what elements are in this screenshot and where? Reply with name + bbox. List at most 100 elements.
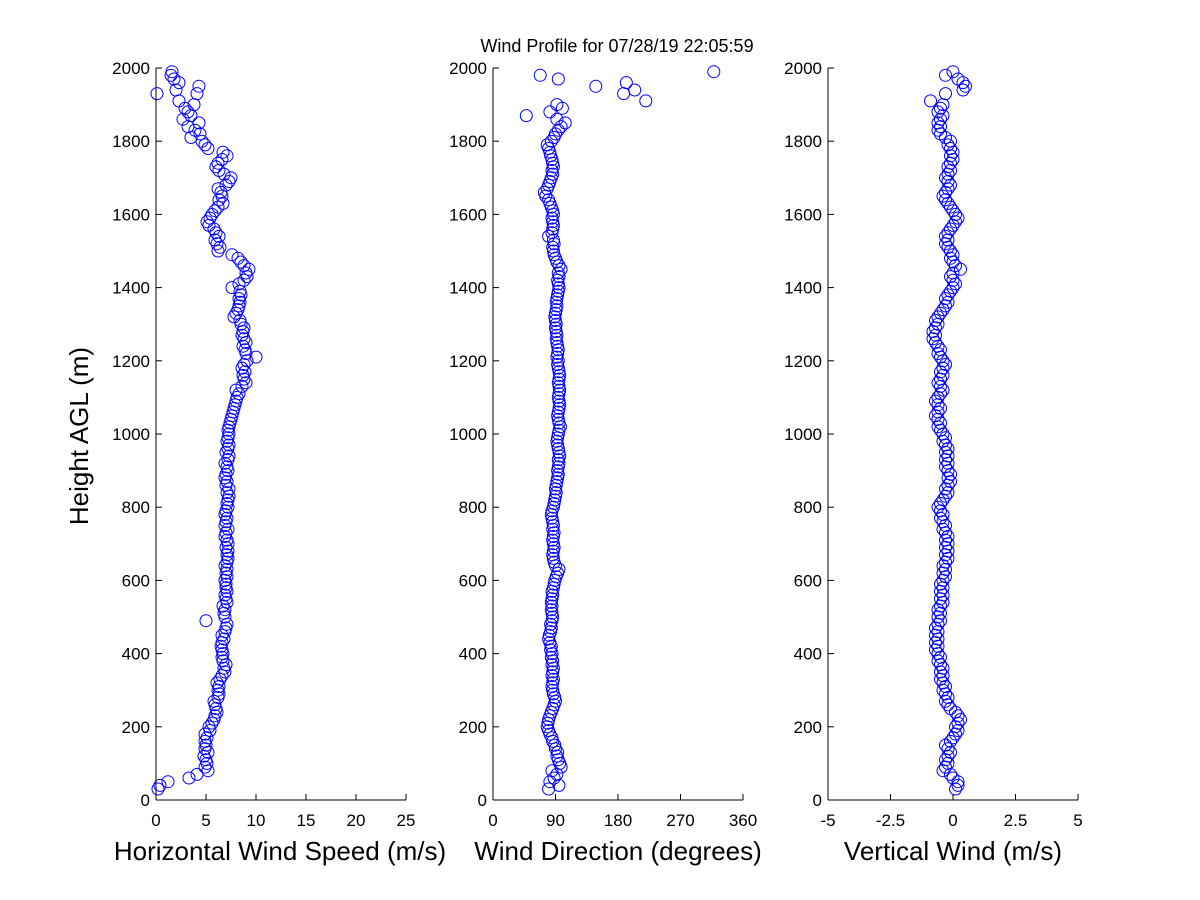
- data-point: [936, 361, 950, 375]
- data-point: [941, 240, 955, 254]
- x-tick-label: 5: [1073, 811, 1082, 830]
- data-point: [939, 526, 952, 540]
- data-point: [225, 281, 239, 295]
- data-point: [931, 617, 945, 631]
- data-point: [939, 68, 952, 82]
- data-point: [190, 767, 204, 781]
- data-point: [939, 687, 952, 701]
- data-point: [197, 749, 211, 763]
- data-point: [707, 65, 721, 79]
- data-point: [941, 449, 955, 463]
- y-tick-label: 400: [794, 645, 822, 664]
- data-point: [227, 310, 241, 324]
- horizontal-wind-speed-axes: 0 200 400 600 800 1000 1200 1400 1600 1800 2000 0 5 1…: [112, 59, 415, 830]
- data-point: [558, 116, 572, 130]
- data-point: [212, 229, 226, 243]
- x-tick-label: 270: [666, 811, 694, 830]
- wind-direction-axes: 0 200 400 600 800 1000 1200 1400 1600 1800 2000 0 90…: [449, 59, 757, 830]
- data-point: [944, 745, 957, 759]
- data-point: [172, 94, 186, 108]
- data-point: [949, 277, 962, 291]
- data-point: [929, 643, 942, 657]
- data-point: [193, 127, 207, 141]
- data-point: [951, 709, 965, 723]
- data-point: [547, 771, 561, 785]
- data-point: [639, 94, 653, 108]
- y-tick-label: 1400: [449, 279, 487, 298]
- y-tick-label: 1000: [449, 425, 487, 444]
- data-point: [931, 647, 945, 661]
- data-point: [936, 189, 950, 203]
- data-point: [217, 661, 231, 675]
- data-point: [188, 123, 202, 137]
- data-point: [939, 570, 952, 584]
- data-point: [931, 123, 945, 137]
- data-point: [926, 332, 940, 346]
- data-point: [545, 731, 559, 745]
- data-point: [939, 555, 952, 569]
- data-point: [192, 79, 206, 93]
- data-point: [222, 438, 236, 452]
- data-point: [944, 734, 957, 748]
- data-point: [210, 237, 224, 251]
- data-point: [220, 562, 234, 576]
- data-point: [210, 676, 224, 690]
- data-point: [219, 526, 233, 540]
- data-point: [936, 588, 950, 602]
- data-point: [234, 255, 248, 269]
- data-point: [934, 350, 947, 364]
- x-tick-label: 0: [151, 811, 160, 830]
- data-point: [198, 760, 212, 774]
- data-point: [550, 112, 564, 126]
- data-point: [215, 628, 229, 642]
- data-point: [931, 500, 945, 514]
- data-point: [554, 262, 568, 276]
- data-point: [551, 745, 565, 759]
- data-point: [540, 138, 554, 152]
- data-point: [924, 94, 937, 108]
- data-point: [236, 368, 250, 382]
- data-point: [931, 610, 945, 624]
- data-point: [941, 233, 955, 247]
- y-tick-label: 1600: [784, 205, 822, 224]
- data-point: [934, 504, 947, 518]
- data-point: [220, 149, 234, 163]
- data-point: [533, 68, 547, 82]
- y-tick-label: 2000: [112, 59, 150, 78]
- data-point: [934, 584, 947, 598]
- data-point: [219, 658, 233, 672]
- data-point: [936, 515, 950, 529]
- vertical-wind-axes: 0 200 400 600 800 1000 1200 1400 1600 1800 2000 -5 -…: [784, 59, 1083, 830]
- vertical-wind-panel: 0 200 400 600 800 1000 1200 1400 1600 1800 2000 -5 -…: [784, 59, 1083, 866]
- data-point: [944, 156, 957, 170]
- y-axis-label: Height AGL (m): [64, 347, 94, 525]
- horizontal-wind-speed-panel: 0 200 400 600 800 1000 1200 1400 1600 1800 2000 0 5 1…: [112, 59, 446, 866]
- y-tick-label: 0: [813, 791, 822, 810]
- data-point: [208, 709, 222, 723]
- y-tick-label: 200: [794, 718, 822, 737]
- data-point: [936, 368, 950, 382]
- data-point: [949, 705, 962, 719]
- data-point: [218, 456, 232, 470]
- y-tick-label: 800: [459, 498, 487, 517]
- data-point: [934, 101, 947, 115]
- data-point: [934, 665, 947, 679]
- y-tick-label: 0: [478, 791, 487, 810]
- data-point: [203, 211, 217, 225]
- data-point: [224, 171, 238, 185]
- data-point: [220, 460, 234, 474]
- data-point: [946, 204, 960, 218]
- data-point: [934, 658, 947, 672]
- data-point: [242, 262, 256, 276]
- data-point: [939, 445, 952, 459]
- data-point: [222, 482, 236, 496]
- data-point: [221, 544, 235, 558]
- data-point: [936, 581, 950, 595]
- data-point: [944, 270, 957, 284]
- data-point: [941, 698, 955, 712]
- data-point: [218, 573, 232, 587]
- data-point: [936, 109, 950, 123]
- data-point: [931, 310, 945, 324]
- data-point: [219, 467, 233, 481]
- data-point: [218, 559, 232, 573]
